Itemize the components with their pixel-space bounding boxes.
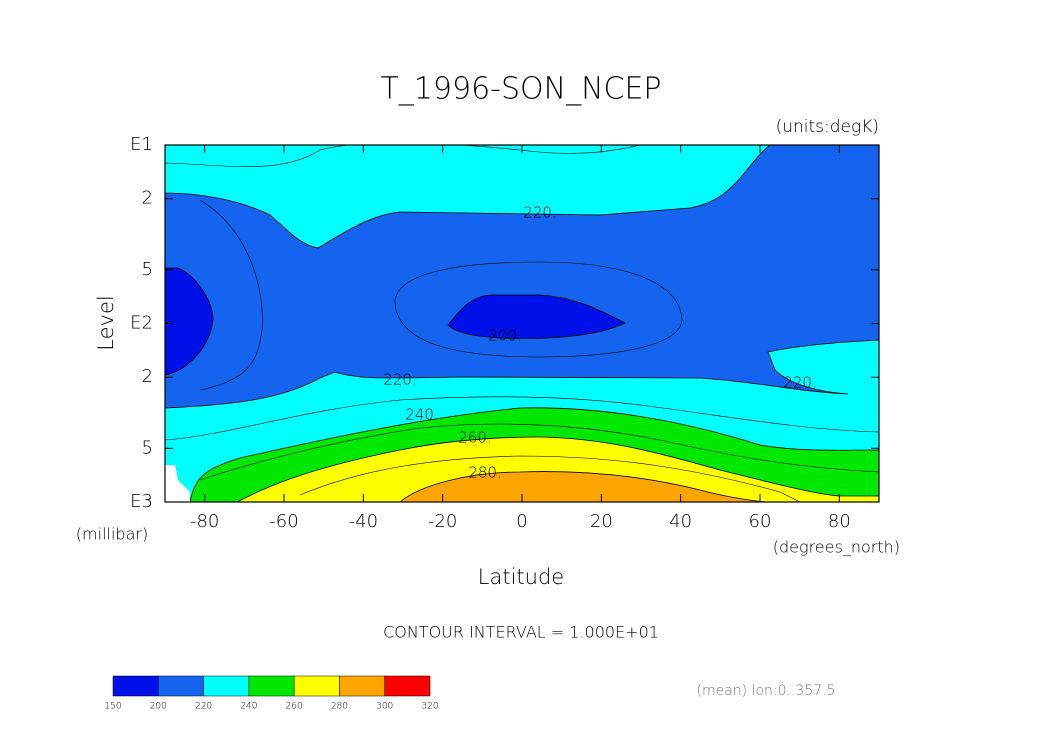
footnote: (mean) lon:0..357.5 <box>696 683 835 699</box>
colorbar-box <box>203 675 250 697</box>
colorbar-box <box>339 675 385 697</box>
units: (units:degK) <box>776 117 879 137</box>
y-tick-label: E2 <box>130 313 153 334</box>
contour-line <box>199 423 879 481</box>
colorbar-label: 320 <box>421 702 438 712</box>
contour-line <box>165 145 641 167</box>
y-axis-label: Level <box>94 295 118 350</box>
x-tick-label: -40 <box>349 511 378 532</box>
colorbar-label: 150 <box>104 702 121 712</box>
x-units: (degrees_north) <box>773 538 900 557</box>
y-units: (millibar) <box>76 525 148 544</box>
contour-label: 220. <box>523 204 556 222</box>
contour-label: 240. <box>405 406 438 424</box>
x-tick-label: 80 <box>828 511 851 532</box>
contour-label: 200. <box>488 327 521 345</box>
colorbar-box <box>112 675 159 697</box>
contour-label: 260. <box>458 429 491 447</box>
contour-band <box>165 145 771 249</box>
contour-interval: CONTOUR INTERVAL = 1.000E+01 <box>383 623 659 642</box>
y-tick-label: 2 <box>142 188 153 209</box>
colorbar-label: 220 <box>195 702 212 712</box>
contour-band <box>447 294 626 339</box>
y-tick-label: E3 <box>130 491 153 512</box>
y-tick-label: 2 <box>142 366 153 387</box>
colorbar-label: 200 <box>150 702 167 712</box>
x-tick-label: 0 <box>516 511 527 532</box>
x-tick-label: -20 <box>428 511 457 532</box>
colorbar-box <box>293 675 340 697</box>
colorbar-label: 300 <box>376 702 393 712</box>
chart-title: T_1996-SON_NCEP <box>380 72 661 107</box>
contour-line <box>299 455 801 502</box>
contour-line <box>165 396 879 441</box>
x-tick-label: -80 <box>190 511 219 532</box>
contour-field <box>165 145 879 502</box>
colorbar-label: 280 <box>331 702 348 712</box>
contour-band <box>165 267 214 376</box>
x-tick-label: 20 <box>590 511 613 532</box>
contour-band <box>399 471 771 502</box>
colorbar-box <box>158 675 204 697</box>
y-tick-label: E1 <box>130 134 153 155</box>
missing-region <box>165 465 190 502</box>
contour-label: 220. <box>383 371 416 389</box>
colorbar-label: 260 <box>286 702 303 712</box>
contour-line <box>394 261 683 358</box>
contour-label: 220. <box>783 374 816 392</box>
x-tick-label: -60 <box>269 511 298 532</box>
colorbar-box <box>384 675 431 697</box>
colorbar-label: 240 <box>240 702 257 712</box>
contour-band <box>236 436 879 502</box>
contour-line <box>199 199 263 391</box>
x-tick-label: 60 <box>749 511 772 532</box>
x-tick-label: 40 <box>669 511 692 532</box>
y-tick-label: 5 <box>142 437 153 458</box>
colorbar-box <box>248 675 295 697</box>
contour-label: 280. <box>468 464 501 482</box>
x-axis-label: Latitude <box>478 565 564 589</box>
y-tick-label: 5 <box>142 259 153 280</box>
